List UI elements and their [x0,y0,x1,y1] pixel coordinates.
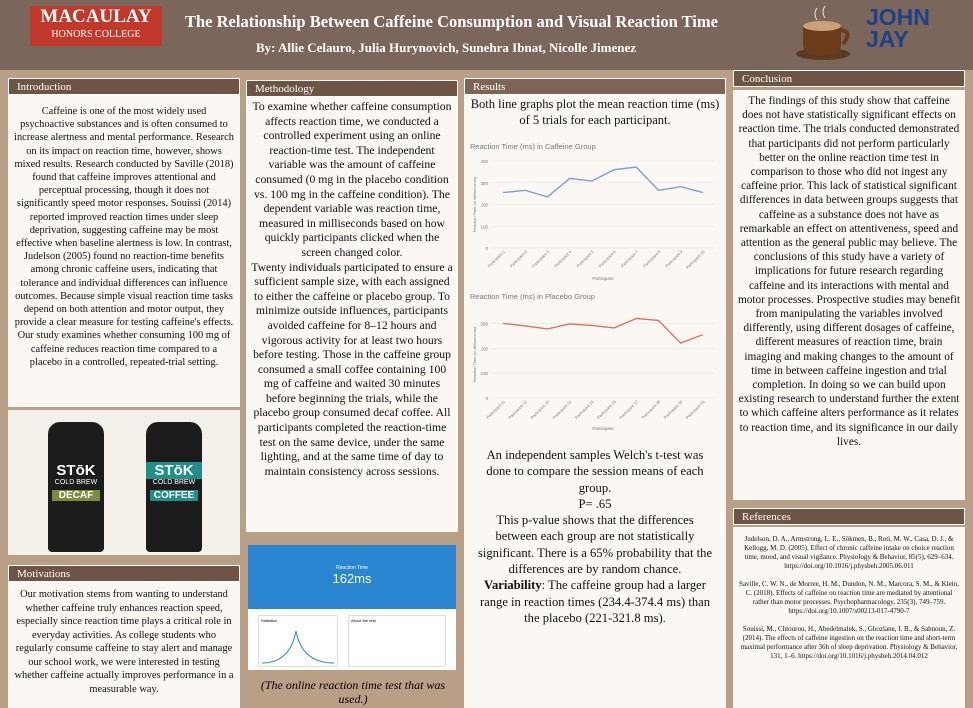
y-tick-label: 100 [480,224,488,229]
data-line [503,317,704,344]
x-tick-label: Participant 2 [509,249,529,269]
chart-title: Reaction Time (ms) in Placebo Group [470,292,595,301]
bottle-brand: STōK [56,462,96,479]
test-screenshot: Reaction Time 162ms Statistics About the… [248,545,456,670]
x-tick-label: Participant 15 [574,399,595,420]
y-axis-label: Reaction Time (in Milliseconds) [472,176,477,232]
y-tick-label: 0 [485,396,488,401]
x-tick-label: Participant 19 [663,399,684,420]
reference: Judelson, D. A., Armstrong, L. E., Sökme… [744,535,954,570]
x-tick-label: Participant 13 [529,399,550,420]
screenshot-panel: About the test [348,615,446,667]
element [261,630,335,664]
y-tick-label: 300 [480,181,488,186]
bottle-kind: COFFEE [150,490,198,501]
x-tick-label: Participant 20 [685,399,706,420]
variability-label: Variability [484,578,542,593]
bottle-line: COLD BREW [152,479,196,486]
interpretation: This p-value shows that the differences … [477,513,713,577]
x-tick-label: Participant 12 [507,399,528,420]
p-value: P= .65 [578,496,612,511]
data-line [503,166,704,198]
element [803,26,841,56]
element [803,21,841,31]
conclusion-text: The findings of this study show that caf… [733,90,965,500]
paragraph: To examine whether caffeine consumption … [252,100,452,259]
header: MACAULAY HONORS COLLEGE The Relationship… [0,0,973,70]
screenshot-banner: Reaction Time 162ms [248,545,456,609]
y-tick-label: 300 [480,321,488,326]
y-tick-label: 400 [480,159,488,164]
screenshot-panel: Statistics [258,615,338,667]
chart-title: Reaction Time (ms) in Caffeine Group [470,142,596,151]
y-tick-label: 200 [480,346,488,351]
x-axis-label: Participant [592,426,614,431]
x-tick-label: Participant 17 [618,399,639,420]
y-tick-label: 100 [480,371,488,376]
element [840,28,850,46]
results-test: An independent samples Welch's t-test wa… [464,447,726,626]
bottles-image: STōK COLD BREW DECAF STōK COLD BREW COFF… [8,410,240,555]
x-tick-label: Participant 1 [487,249,507,269]
x-tick-label: Participant 11 [485,399,506,420]
x-tick-label: Participant 5 [575,249,595,269]
reference: Saville, C. W. N., de Morree, H. M., Dun… [739,580,959,615]
x-tick-label: Participant 18 [640,399,661,420]
results-intro: Both line graphs plot the mean reaction … [470,97,720,127]
introduction-text: Caffeine is one of the most widely used … [8,95,240,407]
y-tick-label: 200 [480,203,488,208]
element [814,5,826,21]
bottle-line: COLD BREW [54,479,98,486]
x-tick-label: Participant 4 [553,249,573,269]
section-heading: Results [464,78,726,95]
x-tick-label: Participant 9 [664,249,684,269]
coffee-icon [796,5,850,60]
section-heading: Introduction [8,78,240,95]
x-tick-label: Participant 14 [552,399,573,420]
x-tick-label: Participant 10 [685,249,706,270]
variability-text: : The caffeine group had a larger range … [479,578,711,625]
methodology-text: To examine whether caffeine consumption … [246,97,458,532]
section-heading: Motivations [8,565,240,582]
reference: Souissi, M., Chtourou, H., Abedelmalek, … [740,625,958,660]
section-heading: References [733,508,965,525]
title: The Relationship Between Caffeine Consum… [185,12,718,31]
bottle-brand: STōK [146,462,202,479]
x-tick-label: Participant 3 [531,249,551,269]
logo-text: MACAULAY [40,6,152,27]
logo-text: HONORS COLLEGE [51,29,141,40]
y-tick-label: 0 [485,246,488,251]
caption: (The online reaction time test that was … [260,678,446,706]
x-tick-label: Participant 7 [620,249,640,269]
y-axis-label: Reaction Time (in Milliseconds) [472,326,477,382]
paragraph: Twenty individuals participated to ensur… [251,260,453,478]
screenshot-curve [261,630,335,664]
x-tick-label: Participant 6 [598,249,618,269]
x-axis-label: Participant [592,276,614,281]
bottle: STōK COLD BREW DECAF [48,422,104,552]
screenshot-value: 162ms [332,571,372,586]
results-box: Both line graphs plot the mean reaction … [464,95,726,708]
authors: By: Allie Celauro, Julia Hurynovich, Sun… [256,40,637,55]
logo-right: JOHN JAY [866,4,930,52]
test-text: An independent samples Welch's t-test wa… [486,448,704,495]
motivations-text: Our motivation stems from wanting to und… [8,582,240,708]
screenshot-label: Reaction Time [336,565,368,571]
section-heading: Conclusion [733,70,965,87]
x-tick-label: Participant 8 [642,249,662,269]
references-box: Judelson, D. A., Armstrong, L. E., Sökme… [733,527,965,708]
bottle-kind: DECAF [52,490,100,501]
logo-left: MACAULAY HONORS COLLEGE [30,6,162,46]
x-tick-label: Participant 16 [596,399,617,420]
variability: Variability: The caffeine group had a la… [474,577,716,626]
charts: Reaction Time (ms) in Caffeine Group 0 100… [470,142,714,431]
bottle: STōK COLD BREW COFFEE [146,422,202,552]
section-heading: Methodology [246,80,458,97]
